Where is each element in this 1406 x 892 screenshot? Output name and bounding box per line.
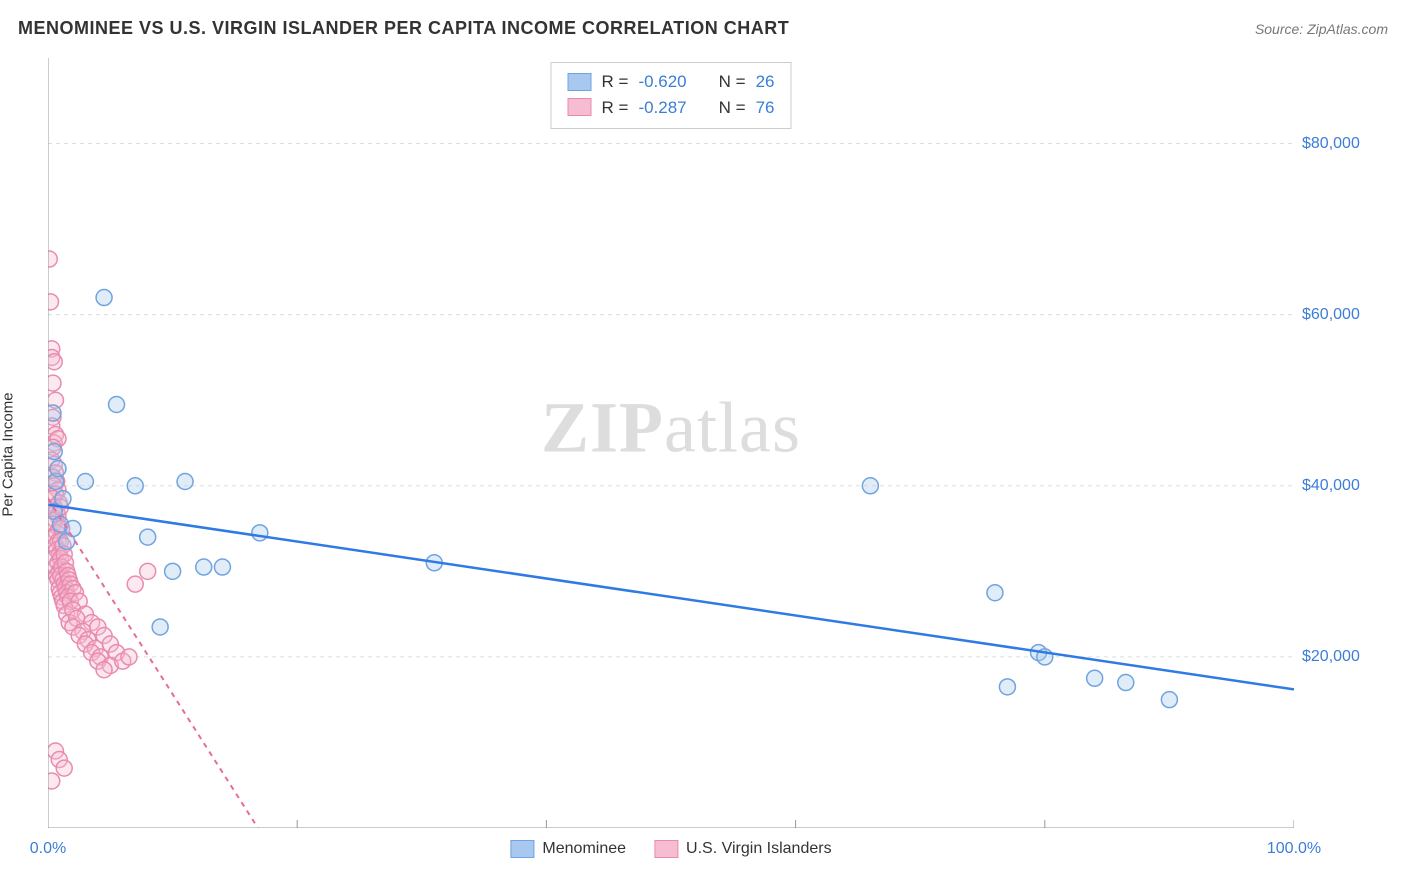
legend-swatch <box>510 840 534 858</box>
r-value: -0.287 <box>638 95 686 121</box>
chart-title: MENOMINEE VS U.S. VIRGIN ISLANDER PER CA… <box>18 18 789 39</box>
source-label: Source: ZipAtlas.com <box>1255 21 1388 37</box>
plot-area: ZIPatlas R =-0.620N =26R =-0.287N =76 Me… <box>48 58 1294 828</box>
legend-item: Menominee <box>510 840 626 858</box>
stats-box: R = -0.620 N = 26 R = -0.287 N = 76 <box>551 62 792 129</box>
y-tick-label: $40,000 <box>1302 477 1392 495</box>
legend-label: U.S. Virgin Islanders <box>686 840 832 858</box>
r-value: -0.620 <box>638 69 686 95</box>
n-label: N = <box>719 95 746 121</box>
bottom-legend: Menominee U.S. Virgin Islanders <box>510 840 831 858</box>
legend-item: U.S. Virgin Islanders <box>654 840 832 858</box>
r-label: R = <box>602 95 629 121</box>
n-label: N = <box>719 69 746 95</box>
stats-row: R = -0.287 N = 76 <box>568 95 775 121</box>
y-axis-label: Per Capita Income <box>0 392 17 516</box>
x-tick-label: 0.0% <box>30 840 66 858</box>
n-value: 26 <box>756 69 775 95</box>
y-tick-label: $20,000 <box>1302 648 1392 666</box>
n-value: 76 <box>756 95 775 121</box>
chart-header: MENOMINEE VS U.S. VIRGIN ISLANDER PER CA… <box>18 18 1388 39</box>
legend-swatch <box>568 73 592 91</box>
scatter-plot-svg <box>48 58 1294 828</box>
y-tick-label: $80,000 <box>1302 135 1392 153</box>
stats-row: R = -0.620 N = 26 <box>568 69 775 95</box>
r-label: R = <box>602 69 629 95</box>
legend-label: Menominee <box>542 840 626 858</box>
y-tick-label: $60,000 <box>1302 306 1392 324</box>
legend-swatch <box>654 840 678 858</box>
x-tick-label: 100.0% <box>1267 840 1321 858</box>
legend-swatch <box>568 98 592 116</box>
